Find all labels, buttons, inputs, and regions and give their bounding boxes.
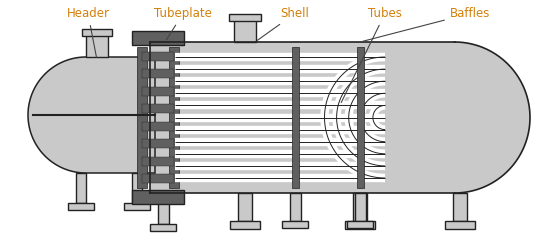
Bar: [132, 190, 184, 204]
Bar: [290, 193, 300, 221]
Bar: [142, 157, 174, 165]
Bar: [234, 20, 256, 42]
Bar: [229, 14, 261, 21]
Bar: [85, 35, 108, 57]
Bar: [347, 221, 373, 228]
Bar: [291, 47, 299, 188]
Text: Tubeplate: Tubeplate: [154, 7, 212, 40]
Bar: [356, 47, 364, 188]
Bar: [142, 104, 174, 113]
Bar: [355, 193, 366, 221]
Bar: [169, 47, 179, 188]
Polygon shape: [455, 42, 530, 193]
Bar: [142, 87, 174, 96]
Bar: [238, 193, 252, 221]
Bar: [142, 139, 174, 148]
Bar: [230, 221, 260, 229]
Polygon shape: [28, 57, 155, 173]
Bar: [132, 31, 184, 45]
Bar: [142, 70, 174, 78]
Text: Baffles: Baffles: [362, 7, 490, 41]
Bar: [150, 42, 455, 193]
Bar: [76, 173, 86, 203]
Bar: [132, 173, 142, 203]
Text: Tubes: Tubes: [341, 7, 402, 102]
Bar: [158, 194, 169, 224]
Bar: [345, 221, 375, 229]
Text: Shell: Shell: [258, 7, 310, 40]
Bar: [282, 221, 308, 228]
Bar: [445, 221, 475, 229]
Bar: [142, 122, 174, 131]
Bar: [124, 203, 150, 210]
Bar: [137, 47, 147, 188]
Bar: [453, 193, 467, 221]
Bar: [353, 193, 367, 221]
Bar: [82, 29, 112, 36]
Bar: [68, 203, 94, 210]
Bar: [142, 174, 174, 183]
Bar: [142, 52, 174, 61]
Bar: [150, 224, 176, 231]
Text: Header: Header: [67, 7, 109, 57]
